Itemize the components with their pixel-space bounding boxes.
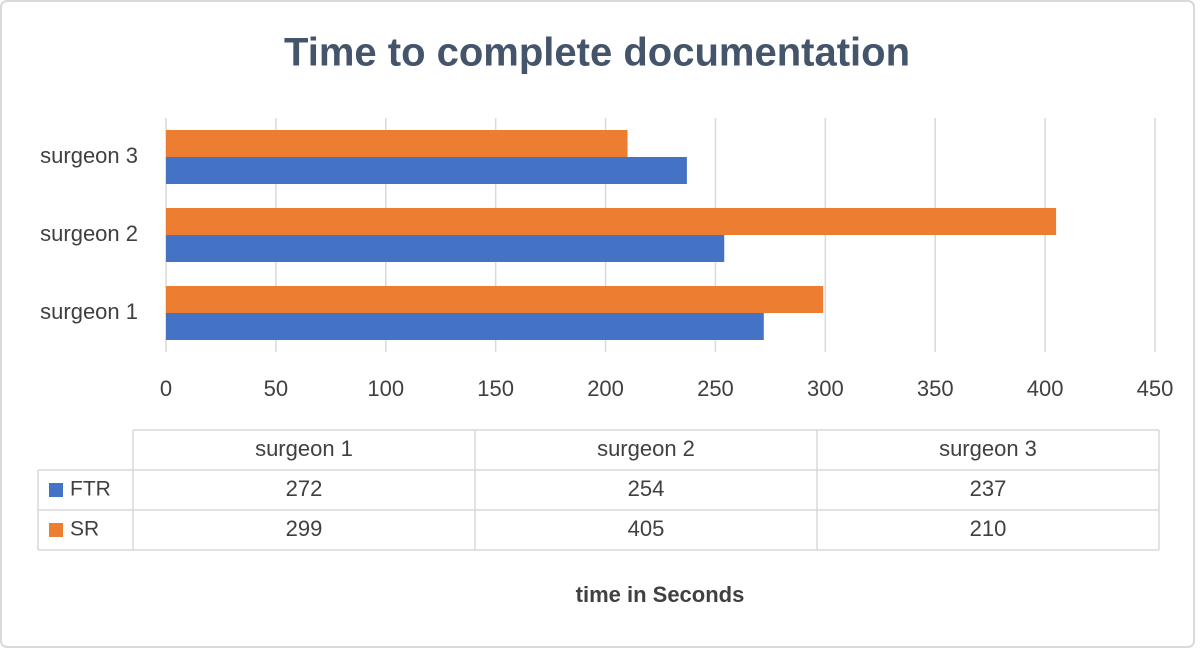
x-tick-label: 400 bbox=[1027, 376, 1064, 401]
bar bbox=[166, 208, 1057, 235]
x-tick-label: 200 bbox=[587, 376, 624, 401]
x-axis-title: time in Seconds bbox=[576, 582, 745, 607]
y-tick-label: surgeon 3 bbox=[40, 143, 138, 168]
table-cell: 299 bbox=[286, 516, 323, 541]
legend-swatch bbox=[49, 483, 63, 497]
x-tick-label: 300 bbox=[807, 376, 844, 401]
bar bbox=[166, 157, 687, 184]
bar bbox=[166, 235, 725, 262]
bar bbox=[166, 130, 628, 157]
table-cell: 210 bbox=[970, 516, 1007, 541]
x-tick-label: 0 bbox=[160, 376, 172, 401]
x-tick-label: 100 bbox=[367, 376, 404, 401]
bar bbox=[166, 286, 824, 313]
x-tick-label: 150 bbox=[477, 376, 514, 401]
table-cell: 254 bbox=[628, 476, 665, 501]
table-header: surgeon 1 bbox=[255, 436, 353, 461]
legend-label: SR bbox=[70, 518, 99, 541]
table-cell: 272 bbox=[286, 476, 323, 501]
y-tick-label: surgeon 1 bbox=[40, 299, 138, 324]
chart-title: Time to complete documentation bbox=[284, 31, 910, 75]
x-tick-label: 250 bbox=[697, 376, 734, 401]
table-cell: 405 bbox=[628, 516, 665, 541]
bar bbox=[166, 313, 764, 340]
x-tick-label: 450 bbox=[1137, 376, 1174, 401]
table-header: surgeon 3 bbox=[939, 436, 1037, 461]
table-cell: 237 bbox=[970, 476, 1007, 501]
y-tick-label: surgeon 2 bbox=[40, 221, 138, 246]
x-tick-label: 350 bbox=[917, 376, 954, 401]
table-header: surgeon 2 bbox=[597, 436, 695, 461]
x-tick-label: 50 bbox=[264, 376, 288, 401]
legend-swatch bbox=[49, 523, 63, 537]
legend-label: FTR bbox=[70, 478, 111, 501]
